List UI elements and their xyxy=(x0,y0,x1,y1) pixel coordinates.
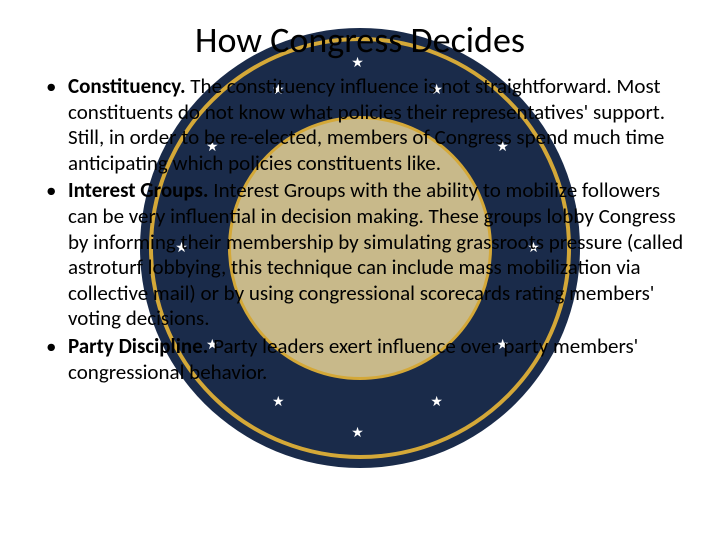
slide-title: How Congress Decides xyxy=(36,18,684,62)
slide-content: How Congress Decides Constituency. The c… xyxy=(0,0,720,540)
bullet-list: Constituency. The constituency influence… xyxy=(36,74,684,385)
bullet-item: Interest Groups. Interest Groups with th… xyxy=(68,178,684,332)
bullet-item: Party Discipline. Party leaders exert in… xyxy=(68,334,684,385)
bullet-item: Constituency. The constituency influence… xyxy=(68,74,684,176)
bullet-heading: Party Discipline. xyxy=(68,333,208,359)
bullet-heading: Constituency. xyxy=(68,73,186,99)
bullet-heading: Interest Groups. xyxy=(68,177,209,203)
